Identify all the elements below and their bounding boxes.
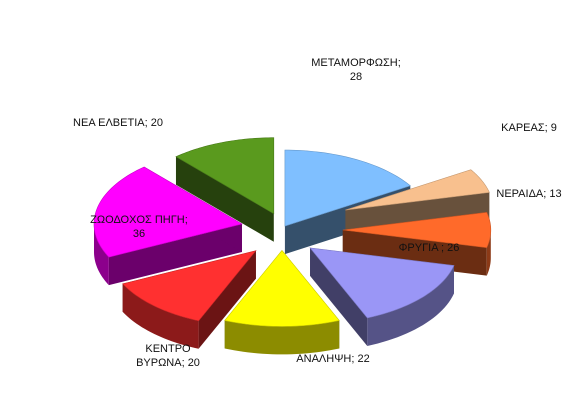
slice-label-kareas: ΚΑΡΕΑΣ; 9 bbox=[501, 122, 557, 134]
pie-slice-7 bbox=[175, 137, 275, 242]
pie-slice-top-κεντρο-βυρωνα bbox=[122, 250, 257, 322]
pie-slice-outer-wall bbox=[486, 230, 491, 276]
pie-slice-top-αναληψη bbox=[224, 249, 340, 327]
slice-label-metamorfosi: ΜΕΤΑΜΟΡΦΩΣΗ; 28 bbox=[311, 57, 401, 83]
pie-slice-3 bbox=[309, 247, 455, 346]
slice-label-analipsi: ΑΝΑΛΗΨΗ; 22 bbox=[296, 353, 370, 365]
pie-slice-wall-start bbox=[108, 223, 243, 286]
pie-slice-outer-wall bbox=[94, 223, 109, 286]
slice-label-frygia: ΦΡΥΓΙΑ ; 26 bbox=[398, 242, 460, 254]
slice-label-zoodochos-pigi: ΖΩΟΔΟΧΟΣ ΠΗΓΗ; 36 bbox=[90, 214, 188, 240]
slice-label-neraida: ΝΕΡΑΙΔΑ; 13 bbox=[496, 188, 562, 200]
pie-slice-outer-wall bbox=[367, 265, 454, 346]
pie-slice-wall-end bbox=[342, 230, 487, 276]
pie-slice-top-ζωοδοχος-πηγη bbox=[93, 166, 243, 258]
pie-slice-wall-end bbox=[310, 247, 368, 346]
pie-slice-6 bbox=[93, 166, 243, 286]
pie-slice-top-νεα-ελβετια bbox=[175, 137, 275, 215]
pie-slice-outer-wall bbox=[122, 283, 199, 349]
slice-label-kentro-vyrona: ΚΕΝΤΡΟ ΒΥΡΩΝΑ; 20 bbox=[136, 343, 200, 369]
slice-label-nea-elvetia: ΝΕΑ ΕΛΒΕΤΙΑ; 20 bbox=[73, 117, 163, 129]
pie-slice-top-μεταμορφωση bbox=[284, 149, 411, 227]
pie-slice-outer-wall bbox=[224, 320, 340, 355]
pie-slice-4 bbox=[224, 249, 340, 355]
pie-slice-wall-start bbox=[175, 156, 274, 242]
pie-slice-top-νεραιδα bbox=[342, 212, 492, 248]
pie-slice-top-καρεας bbox=[345, 169, 490, 211]
pie-slice-2 bbox=[342, 212, 492, 276]
pie-slice-top-φρυγια bbox=[309, 247, 455, 319]
pie-slice-5 bbox=[122, 250, 257, 349]
